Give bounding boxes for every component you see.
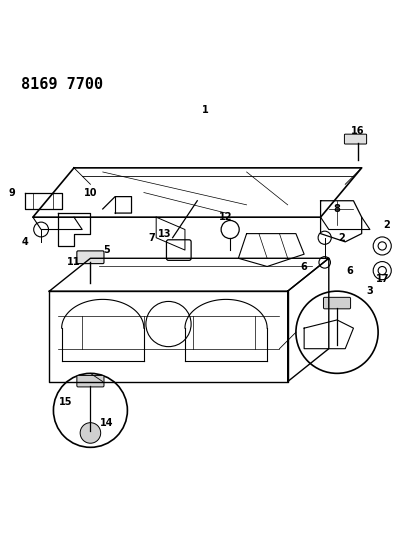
Text: 16: 16	[351, 126, 364, 136]
Text: 6: 6	[346, 265, 353, 276]
Text: 17: 17	[376, 274, 389, 284]
Text: 4: 4	[21, 237, 28, 247]
FancyBboxPatch shape	[323, 297, 351, 309]
Text: 2: 2	[338, 233, 344, 243]
FancyBboxPatch shape	[77, 251, 104, 264]
Text: 15: 15	[59, 397, 72, 407]
Text: 6: 6	[301, 262, 307, 271]
Text: 11: 11	[67, 257, 81, 268]
Text: 1: 1	[202, 106, 209, 115]
Circle shape	[80, 423, 101, 443]
FancyBboxPatch shape	[77, 375, 104, 387]
Text: 7: 7	[149, 233, 155, 243]
Text: 13: 13	[158, 229, 171, 239]
Text: 14: 14	[100, 418, 113, 427]
Text: 9: 9	[9, 188, 16, 198]
Text: 2: 2	[383, 221, 390, 230]
Text: 10: 10	[84, 188, 97, 198]
Text: 5: 5	[104, 245, 110, 255]
Text: 12: 12	[219, 212, 233, 222]
Text: 3: 3	[367, 286, 373, 296]
FancyBboxPatch shape	[344, 134, 367, 144]
Text: 8169 7700: 8169 7700	[21, 77, 103, 92]
Text: 8: 8	[334, 204, 340, 214]
